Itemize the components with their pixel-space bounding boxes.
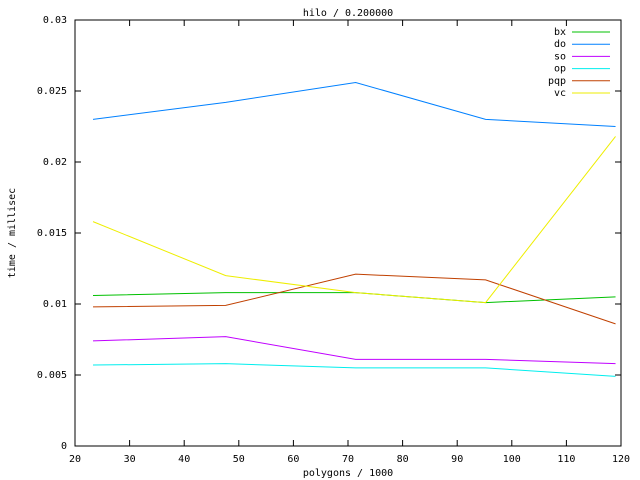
x-tick-label: 90 xyxy=(451,454,463,465)
series-line xyxy=(93,363,616,377)
series-line xyxy=(92,136,616,304)
y-tick-label: 0.02 xyxy=(43,157,67,168)
y-tick-label: 0.03 xyxy=(43,15,67,26)
x-axis-label: polygons / 1000 xyxy=(303,468,393,479)
series-line xyxy=(93,336,616,365)
series-line xyxy=(93,273,616,325)
y-tick-label: 0.015 xyxy=(37,228,67,239)
legend-label: bx xyxy=(554,27,566,38)
legend-label: op xyxy=(554,64,566,75)
x-tick-label: 30 xyxy=(124,454,136,465)
x-tick-label: 60 xyxy=(287,454,299,465)
x-tick-label: 50 xyxy=(233,454,245,465)
x-tick-label: 100 xyxy=(503,454,521,465)
x-tick-label: 120 xyxy=(612,454,630,465)
x-tick-label: 40 xyxy=(178,454,190,465)
chart-title: hilo / 0.200000 xyxy=(303,8,393,19)
legend-label: do xyxy=(554,39,566,50)
x-tick-label: 20 xyxy=(69,454,81,465)
y-tick-label: 0 xyxy=(61,441,67,452)
legend-label: pqp xyxy=(548,76,566,87)
y-axis-label: time / millisec xyxy=(7,188,18,278)
x-tick-label: 80 xyxy=(397,454,409,465)
x-tick-label: 70 xyxy=(342,454,354,465)
series-line xyxy=(92,81,616,127)
y-tick-label: 0.01 xyxy=(43,299,67,310)
legend-label: so xyxy=(554,51,566,62)
x-tick-label: 110 xyxy=(557,454,575,465)
y-tick-label: 0.025 xyxy=(37,86,67,97)
y-tick-label: 0.005 xyxy=(37,370,67,381)
legend-label: vc xyxy=(554,88,566,99)
